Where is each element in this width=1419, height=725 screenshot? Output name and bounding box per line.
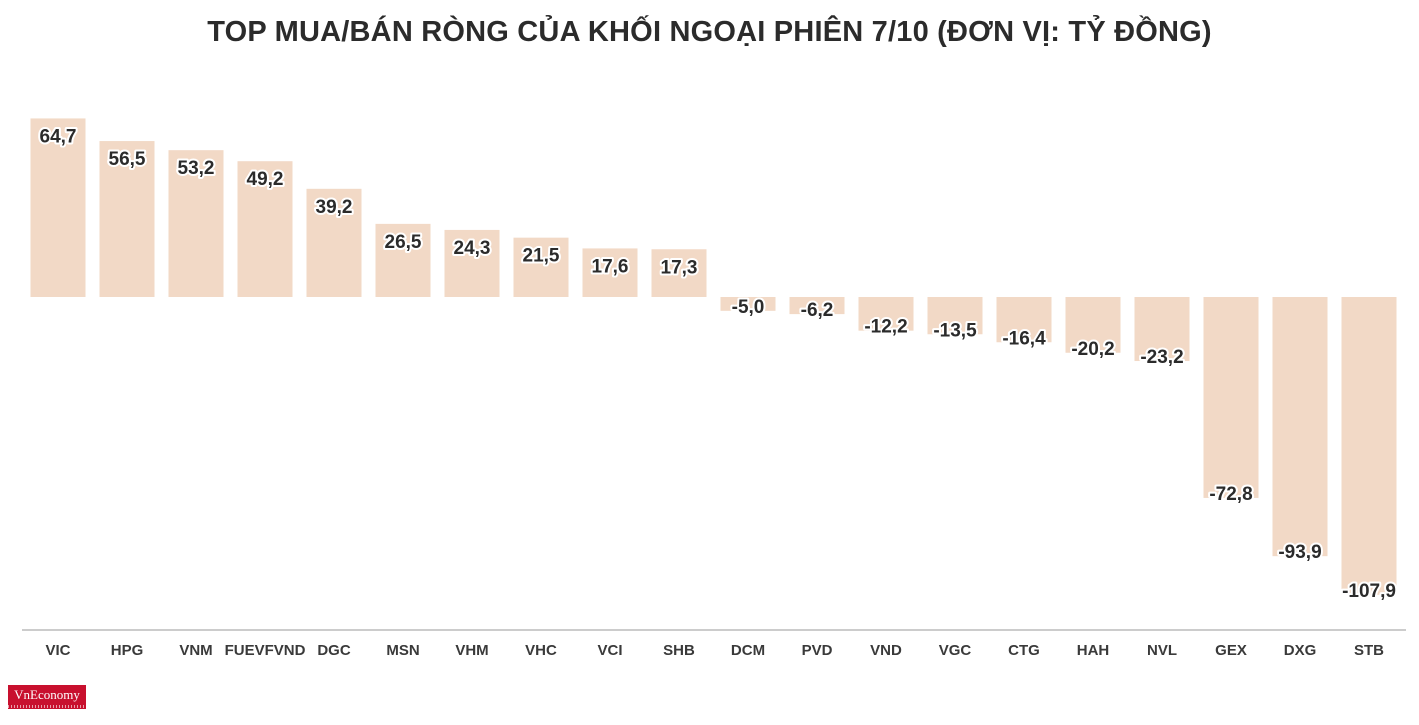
data-label-msn: 26,5 (385, 232, 422, 253)
tick-label-vic: VIC (45, 642, 70, 659)
data-label-pvd: -6,2 (801, 300, 834, 321)
bar-pvd (789, 297, 845, 315)
tick-label-hpg: HPG (111, 642, 144, 659)
tick-label-pvd: PVD (802, 642, 833, 659)
data-label-vci: 17,6 (592, 256, 629, 277)
vneconomy-logo: VnEconomy (8, 685, 86, 709)
data-label-nvl: -23,2 (1140, 347, 1183, 368)
bar-vhm (444, 229, 500, 297)
bar-fuevfvnd (237, 161, 293, 297)
tick-label-fuevfvnd: FUEVFVND (225, 642, 306, 659)
data-label-fuevfvnd: 49,2 (247, 169, 284, 190)
tick-label-dcm: DCM (731, 642, 765, 659)
bar-vic (30, 118, 86, 297)
tick-label-gex: GEX (1215, 642, 1247, 659)
tick-label-vnm: VNM (179, 642, 212, 659)
data-label-vgc: -13,5 (933, 320, 977, 341)
tick-label-dgc: DGC (317, 642, 351, 659)
data-label-gex: -72,8 (1209, 484, 1252, 505)
tick-label-dxg: DXG (1284, 642, 1317, 659)
bar-nvl (1134, 297, 1190, 362)
data-label-shb: 17,3 (661, 257, 698, 278)
bar-vnd (858, 297, 914, 331)
tick-label-vnd: VND (870, 642, 902, 659)
bar-dcm (720, 297, 776, 311)
logo-tagline-decoration (8, 705, 86, 708)
data-label-vic: 64,7 (40, 126, 77, 147)
tick-label-ctg: CTG (1008, 642, 1040, 659)
bar-vgc (927, 297, 983, 335)
data-label-vnd: -12,2 (864, 317, 907, 338)
data-label-vhm: 24,3 (454, 238, 491, 259)
bar-shb (651, 249, 707, 297)
bar-vnm (168, 150, 224, 297)
data-label-hah: -20,2 (1071, 339, 1114, 360)
data-label-dcm: -5,0 (732, 297, 765, 318)
tick-label-shb: SHB (663, 642, 695, 659)
bar-hah (1065, 297, 1121, 353)
logo-text: VnEconomy (14, 687, 80, 702)
tick-label-vci: VCI (597, 642, 622, 659)
bar-vhc (513, 237, 569, 297)
data-label-vnm: 53,2 (178, 158, 215, 179)
bar-hpg (99, 141, 155, 297)
data-label-stb: -107,9 (1342, 581, 1396, 602)
data-label-vhc: 21,5 (523, 246, 560, 267)
tick-label-stb: STB (1354, 642, 1384, 659)
bar-ctg (996, 297, 1052, 343)
bar-msn (375, 223, 431, 297)
bar-vci (582, 248, 638, 297)
bar-stb (1341, 297, 1397, 595)
data-label-ctg: -16,4 (1002, 328, 1046, 349)
tick-label-vhm: VHM (455, 642, 488, 659)
tick-label-nvl: NVL (1147, 642, 1177, 659)
tick-label-vgc: VGC (939, 642, 972, 659)
bar-dxg (1272, 297, 1328, 557)
data-label-hpg: 56,5 (109, 149, 146, 170)
chart-title: TOP MUA/BÁN RÒNG CỦA KHỐI NGOẠI PHIÊN 7/… (207, 16, 1212, 48)
tick-label-hah: HAH (1077, 642, 1110, 659)
tick-label-vhc: VHC (525, 642, 557, 659)
data-label-dxg: -93,9 (1278, 542, 1321, 563)
bar-dgc (306, 188, 362, 297)
data-label-dgc: 39,2 (316, 197, 353, 218)
tick-label-msn: MSN (386, 642, 419, 659)
bar-gex (1203, 297, 1259, 498)
